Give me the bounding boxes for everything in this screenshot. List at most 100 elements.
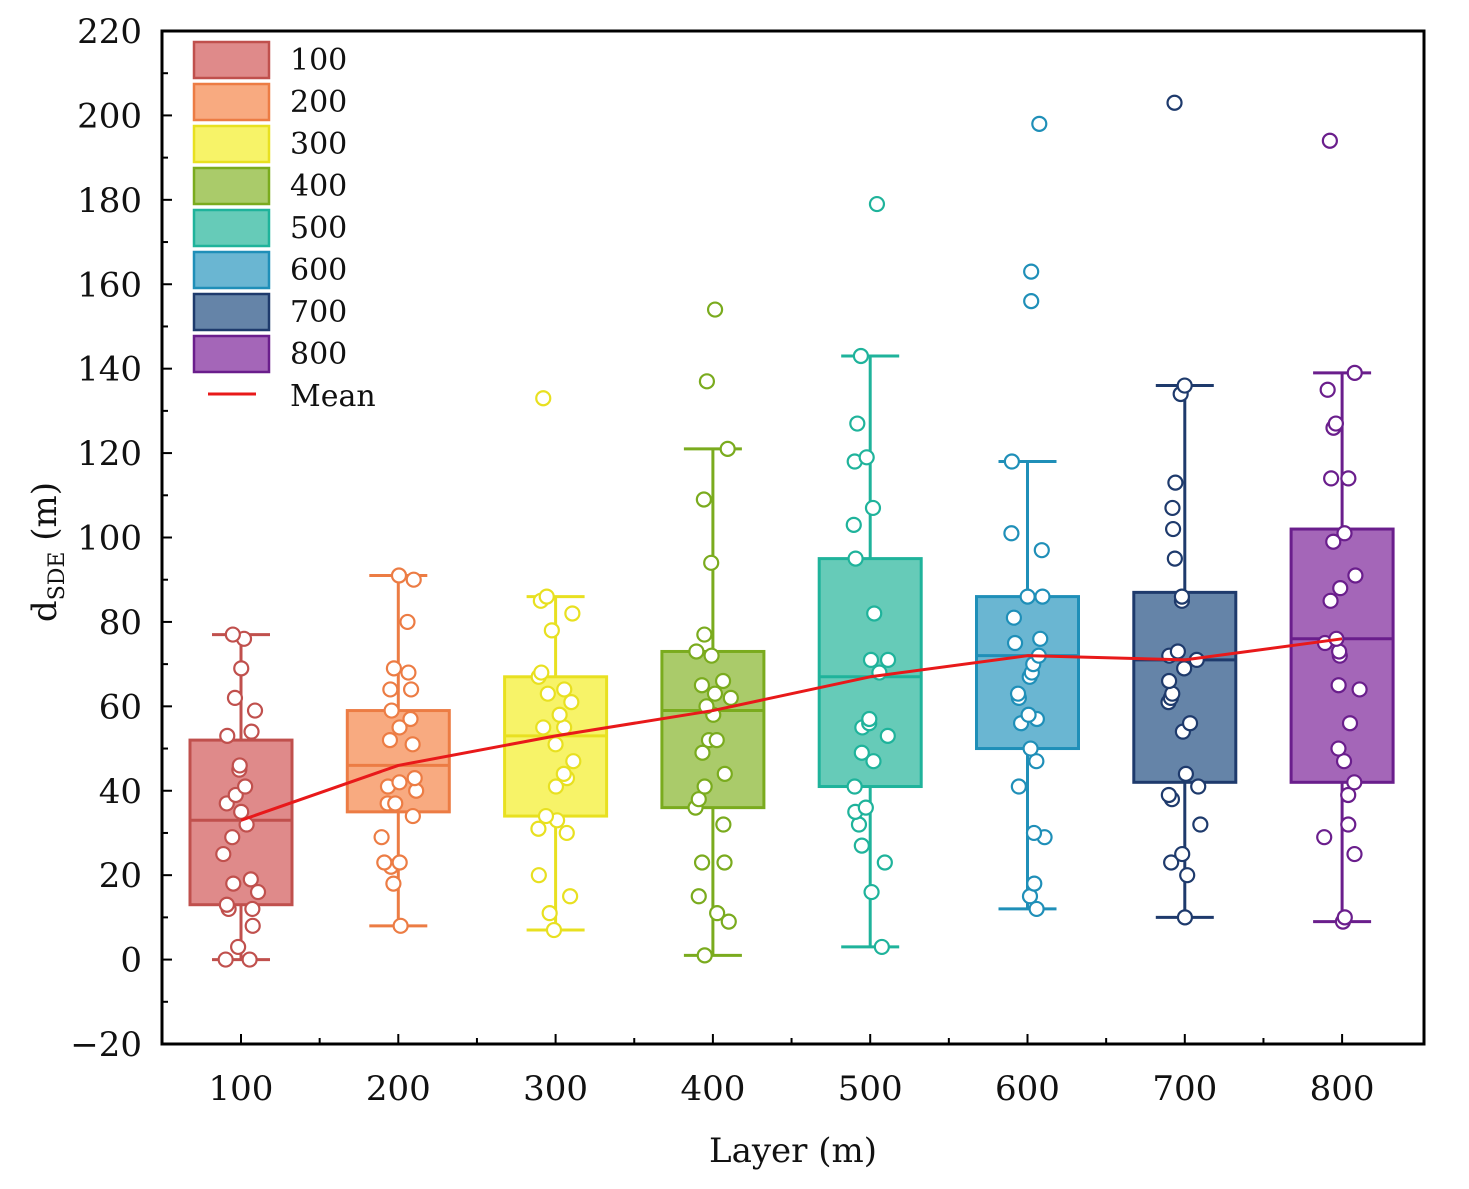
data-point: [708, 731, 725, 749]
data-point: [873, 938, 890, 956]
data-point: [233, 803, 250, 820]
data-point: [399, 613, 416, 631]
data-point: [391, 854, 408, 871]
box-500: [817, 195, 923, 956]
data-point: [537, 807, 555, 825]
data-point: [719, 440, 736, 457]
data-point: [1163, 854, 1180, 871]
data-point: [219, 727, 236, 744]
legend-label: Mean: [290, 379, 376, 414]
y-tick-label: 120: [77, 434, 142, 474]
y-tick-label: 100: [77, 519, 142, 559]
box-800: [1289, 132, 1395, 930]
y-axis: −20 0 20 40 60 80 100 120 140 160 180 200 220: [70, 12, 172, 1065]
data-point: [555, 765, 572, 782]
legend-swatch-600: [192, 250, 271, 290]
legend-swatch-200: [192, 82, 271, 122]
box-series: [188, 94, 1395, 968]
data-point: [402, 681, 420, 698]
data-point: [695, 491, 712, 508]
data-point: [1022, 740, 1039, 757]
x-axis-title: Layer (m): [709, 1131, 877, 1171]
x-tick-label: 300: [523, 1069, 588, 1109]
data-point: [1346, 845, 1363, 863]
data-point: [1005, 609, 1022, 626]
data-point: [392, 917, 409, 934]
data-point: [864, 499, 882, 517]
data-point: [1181, 715, 1199, 732]
data-point: [865, 753, 882, 770]
data-point: [847, 550, 864, 567]
data-point: [244, 900, 261, 918]
data-point: [1346, 774, 1363, 791]
data-point: [558, 824, 575, 842]
data-point: [1192, 816, 1209, 833]
data-point: [716, 854, 733, 871]
data-point: [716, 765, 733, 782]
data-point: [1336, 525, 1353, 542]
data-point: [237, 778, 254, 795]
data-point: [866, 605, 883, 622]
data-point: [845, 516, 862, 533]
data-point: [694, 744, 711, 761]
data-point: [244, 917, 261, 934]
data-point: [1167, 474, 1184, 491]
legend-label: 500: [290, 211, 347, 246]
data-point: [215, 845, 232, 863]
data-point: [562, 888, 579, 905]
data-point: [1327, 415, 1344, 432]
data-point: [545, 921, 563, 939]
data-point: [703, 554, 720, 571]
data-point: [696, 947, 713, 964]
y-tick-label: 40: [99, 772, 142, 812]
data-point: [383, 702, 400, 719]
data-point: [1330, 740, 1347, 757]
legend: 100 200 300 400 500 600 700 800 Mean: [192, 40, 376, 414]
x-tick-label: 100: [209, 1069, 274, 1109]
data-point: [690, 791, 707, 808]
outlier-point: [1321, 132, 1338, 149]
data-point: [857, 799, 874, 816]
y-axis-title-subscript: SDE: [45, 552, 70, 601]
data-point: [404, 807, 421, 825]
data-point: [225, 875, 242, 892]
box-700: [1132, 94, 1238, 926]
outlier-point: [1166, 94, 1183, 111]
box-iqr: [1132, 590, 1238, 784]
data-point: [249, 883, 267, 901]
outlier-point: [1031, 115, 1048, 132]
data-point: [538, 588, 555, 605]
data-point: [858, 449, 875, 466]
data-point: [535, 719, 552, 736]
data-point: [1010, 778, 1027, 795]
data-point: [1322, 592, 1339, 609]
legend-swatch-100: [192, 40, 271, 80]
data-point: [879, 651, 897, 669]
outlier-point: [868, 195, 886, 213]
data-point: [547, 778, 565, 795]
data-point: [1003, 525, 1020, 542]
data-point: [405, 571, 422, 588]
legend-label: 800: [290, 337, 347, 372]
mean-line: [240, 637, 1343, 822]
data-point: [1174, 845, 1191, 863]
data-point: [563, 694, 580, 711]
data-point: [402, 710, 419, 728]
data-point: [715, 816, 732, 833]
data-point: [1179, 867, 1196, 884]
data-point: [1025, 824, 1043, 842]
data-point: [376, 854, 393, 871]
data-point: [693, 854, 711, 871]
data-point: [390, 567, 408, 584]
data-point: [373, 829, 390, 846]
data-point: [530, 867, 547, 884]
data-point: [853, 837, 870, 854]
data-point: [1330, 677, 1347, 694]
plot-frame: [160, 29, 1426, 1046]
svg-text:dSDE (m): dSDE (m): [25, 482, 70, 622]
y-tick-label: 200: [77, 96, 142, 136]
x-tick-label: 200: [366, 1069, 431, 1109]
y-tick-label: 60: [99, 687, 142, 727]
data-point: [722, 689, 739, 706]
data-point: [233, 660, 250, 677]
